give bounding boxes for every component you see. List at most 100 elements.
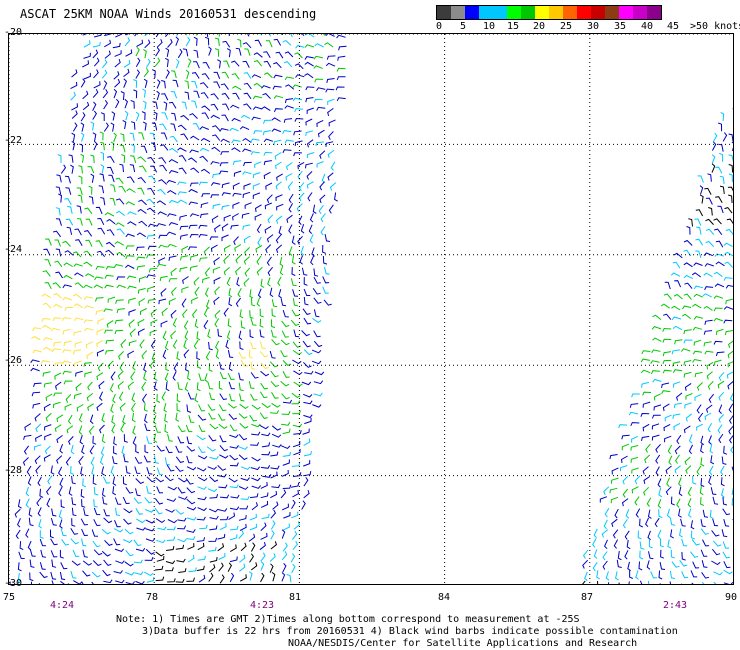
wind-barb [93, 284, 104, 289]
wind-barb [670, 529, 674, 539]
wind-barb [261, 432, 271, 437]
wind-barb [218, 562, 224, 572]
wind-barb [312, 404, 322, 408]
wind-barb [643, 476, 650, 485]
wind-barb [664, 435, 672, 443]
wind-barb [97, 227, 106, 235]
wind-barb [233, 170, 242, 177]
wind-barb [696, 465, 702, 475]
wind-barb [105, 349, 114, 355]
wind-barb [122, 414, 126, 425]
wind-barb [713, 581, 717, 584]
wind-barb [30, 359, 40, 363]
wind-barb [121, 445, 126, 456]
wind-barb [728, 194, 733, 204]
wind-barb [240, 495, 250, 500]
wind-barb [592, 538, 597, 548]
wind-barb [273, 74, 283, 79]
wind-barb [728, 164, 733, 173]
wind-barb [137, 177, 146, 184]
wind-barb [697, 175, 704, 183]
wind-barb [286, 574, 292, 583]
wind-barb [116, 284, 126, 289]
wind-barb [85, 239, 93, 247]
legend-swatch [451, 6, 465, 19]
wind-barb [142, 121, 147, 131]
wind-barb [679, 560, 688, 567]
wind-barb [302, 308, 311, 315]
wind-barb [107, 156, 115, 163]
wind-barb [292, 540, 299, 550]
wind-barb [243, 103, 252, 110]
wind-barb [242, 60, 250, 68]
wind-barb [315, 141, 324, 147]
wind-barb [651, 349, 661, 354]
wind-barb [47, 475, 53, 485]
wind-barb [271, 402, 281, 408]
wind-barb [256, 266, 263, 276]
wind-barb [685, 393, 693, 400]
wind-barb [175, 509, 185, 515]
wind-barb [86, 351, 94, 360]
wind-barb [256, 223, 262, 234]
wind-barb [703, 252, 713, 257]
wind-barb [210, 93, 219, 100]
wind-barb [307, 192, 313, 202]
wind-barb [68, 486, 73, 496]
wind-barb [71, 518, 76, 527]
wind-barb [651, 414, 661, 419]
wind-barb [292, 84, 302, 88]
wind-barb [276, 203, 284, 211]
wind-barb [659, 562, 666, 570]
wind-barb [177, 382, 183, 391]
wind-barb [218, 380, 223, 390]
wind-barb [175, 36, 179, 46]
wind-barb [664, 414, 672, 422]
wind-barb [66, 425, 74, 434]
wind-barb [220, 494, 230, 499]
wind-barb [293, 472, 302, 477]
wind-barb [71, 103, 79, 111]
wind-barb [104, 284, 114, 289]
wind-barb [221, 192, 231, 196]
wind-barb [293, 152, 302, 157]
wind-barb [223, 244, 231, 253]
wind-barb [185, 69, 190, 80]
wind-barb [28, 507, 33, 517]
wind-barb [30, 581, 33, 584]
wind-barb [259, 391, 268, 399]
wind-barb [97, 317, 105, 325]
wind-barb [204, 373, 209, 383]
wind-barb [145, 538, 156, 542]
wind-barb [212, 125, 221, 132]
wind-barb [271, 425, 281, 431]
wind-barb [301, 267, 308, 276]
wind-barb [242, 191, 251, 198]
lon-label: 75 [3, 592, 16, 603]
wind-barb [235, 47, 242, 56]
lat-label: -24 [4, 244, 23, 255]
wind-barb [338, 45, 347, 51]
wind-barb [186, 529, 196, 533]
wind-barb [148, 175, 157, 183]
wind-barb [292, 410, 302, 415]
wind-barb [71, 132, 76, 142]
wind-barb [683, 360, 692, 366]
wind-barb [297, 161, 305, 170]
wind-barb [186, 455, 193, 464]
wind-barb [193, 90, 200, 99]
wind-barb [303, 489, 310, 499]
wind-barb [42, 371, 51, 377]
wind-barb [96, 372, 104, 381]
wind-barb [22, 457, 29, 466]
wind-barb [154, 455, 160, 464]
wind-barb [209, 494, 219, 499]
wind-barb [267, 266, 273, 277]
wind-barb [82, 90, 89, 100]
wind-barb [135, 444, 140, 454]
wind-barb [43, 403, 51, 412]
wind-barb [657, 499, 662, 509]
wind-barb [242, 224, 251, 230]
wind-barb [232, 213, 239, 221]
wind-barb [115, 177, 124, 185]
